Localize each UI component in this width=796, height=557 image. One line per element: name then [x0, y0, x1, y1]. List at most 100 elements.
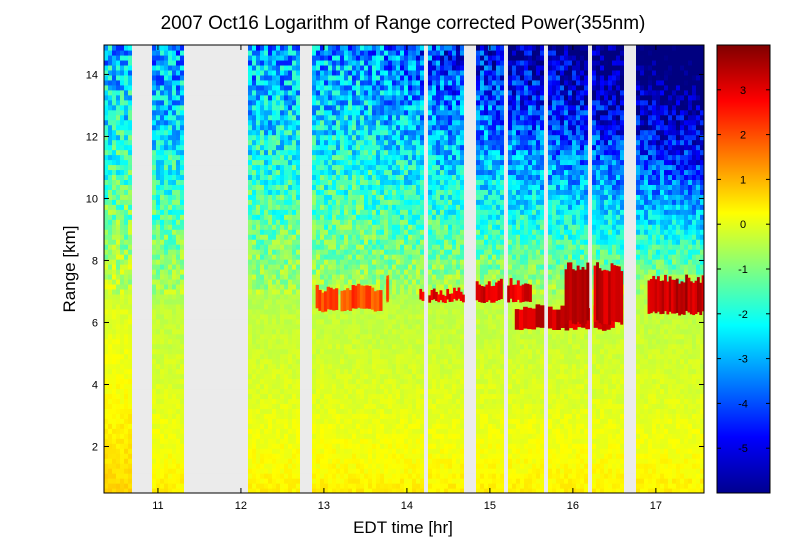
heatmap-cell: [208, 109, 213, 116]
heatmap-cell: [288, 378, 293, 385]
heatmap-cell: [264, 164, 269, 171]
heatmap-cell: [148, 84, 153, 91]
heatmap-cell: [280, 443, 285, 449]
heatmap-cell: [240, 159, 245, 166]
heatmap-cell: [216, 373, 221, 380]
heatmap-cell: [208, 184, 213, 190]
heatmap-cell: [108, 433, 113, 439]
heatmap-cell: [272, 234, 277, 240]
heatmap-cell: [180, 124, 185, 131]
heatmap-cell: [312, 333, 317, 340]
heatmap-cell: [288, 308, 293, 315]
heatmap-cell: [232, 378, 237, 385]
heatmap-cell: [184, 239, 189, 245]
heatmap-cell: [300, 273, 305, 280]
heatmap-cell: [200, 194, 205, 200]
heatmap-cell: [104, 363, 109, 370]
heatmap-cell: [140, 244, 145, 250]
heatmap-cell: [212, 303, 217, 310]
heatmap-cell: [124, 229, 129, 235]
heatmap-cell: [236, 398, 241, 404]
heatmap-cell: [264, 443, 269, 449]
heatmap-cell: [120, 174, 125, 180]
heatmap-cell: [216, 428, 221, 434]
heatmap-cell: [216, 323, 221, 330]
heatmap-cell: [196, 249, 201, 255]
heatmap-cell: [248, 129, 253, 136]
heatmap-cell: [148, 358, 153, 365]
heatmap-cell: [320, 159, 325, 166]
heatmap-cell: [268, 174, 273, 180]
heatmap-cell: [112, 398, 117, 404]
heatmap-cell: [260, 333, 265, 340]
heatmap-cell: [108, 293, 113, 300]
heatmap-cell: [196, 109, 201, 116]
heatmap-cell: [112, 468, 117, 474]
heatmap-cell: [148, 64, 153, 71]
heatmap-cell: [308, 239, 313, 245]
heatmap-cell: [176, 328, 181, 335]
heatmap-cell: [216, 269, 221, 275]
heatmap-cell: [192, 89, 197, 96]
heatmap-cell: [152, 84, 157, 91]
heatmap-cell: [268, 104, 273, 111]
heatmap-cell: [152, 204, 157, 210]
heatmap-cell: [236, 408, 241, 414]
heatmap-cell: [172, 403, 177, 409]
heatmap-cell: [304, 483, 309, 489]
heatmap-cell: [188, 443, 193, 449]
heatmap-cell: [224, 109, 229, 116]
heatmap-cell: [316, 488, 321, 493]
heatmap-cell: [240, 348, 245, 355]
heatmap-cell: [236, 423, 241, 429]
heatmap-cell: [204, 134, 209, 141]
heatmap-cell: [232, 333, 237, 340]
heatmap-cell: [272, 184, 277, 190]
heatmap-cell: [216, 363, 221, 370]
heatmap-cell: [180, 224, 185, 230]
heatmap-cell: [224, 84, 229, 91]
heatmap-cell: [304, 129, 309, 136]
heatmap-cell: [324, 368, 329, 375]
heatmap-cell: [188, 149, 193, 156]
heatmap-cell: [308, 378, 313, 385]
heatmap-cell: [164, 219, 169, 225]
heatmap-cell: [260, 54, 265, 61]
heatmap-cell: [232, 104, 237, 111]
heatmap-cell: [272, 69, 277, 76]
heatmap-cell: [160, 358, 165, 365]
heatmap-cell: [292, 428, 297, 434]
heatmap-cell: [280, 383, 285, 390]
heatmap-cell: [276, 159, 281, 166]
heatmap-cell: [300, 74, 305, 81]
heatmap-cell: [152, 234, 157, 240]
heatmap-cell: [284, 398, 289, 404]
heatmap-cell: [284, 169, 289, 176]
heatmap-cell: [280, 408, 285, 414]
heatmap-cell: [204, 318, 209, 325]
heatmap-cell: [288, 478, 293, 484]
heatmap-cell: [264, 99, 269, 106]
heatmap-cell: [204, 179, 209, 185]
heatmap-cell: [132, 204, 137, 210]
heatmap-cell: [208, 453, 213, 459]
heatmap-cell: [152, 473, 157, 479]
heatmap-cell: [128, 59, 133, 66]
heatmap-cell: [132, 403, 137, 409]
heatmap-cell: [132, 308, 137, 315]
heatmap-cell: [316, 144, 321, 151]
heatmap-cell: [292, 169, 297, 176]
heatmap-cell: [124, 89, 129, 96]
heatmap-cell: [144, 378, 149, 385]
heatmap-cell: [244, 388, 249, 395]
heatmap-cell: [168, 114, 173, 121]
heatmap-cell: [280, 94, 285, 101]
heatmap-cell: [216, 288, 221, 295]
heatmap-cell: [112, 134, 117, 141]
heatmap-cell: [284, 54, 289, 61]
heatmap-cell: [304, 453, 309, 459]
heatmap-cell: [252, 224, 257, 230]
heatmap-cell: [112, 433, 117, 439]
heatmap-cell: [220, 264, 225, 270]
heatmap-cell: [308, 204, 313, 210]
